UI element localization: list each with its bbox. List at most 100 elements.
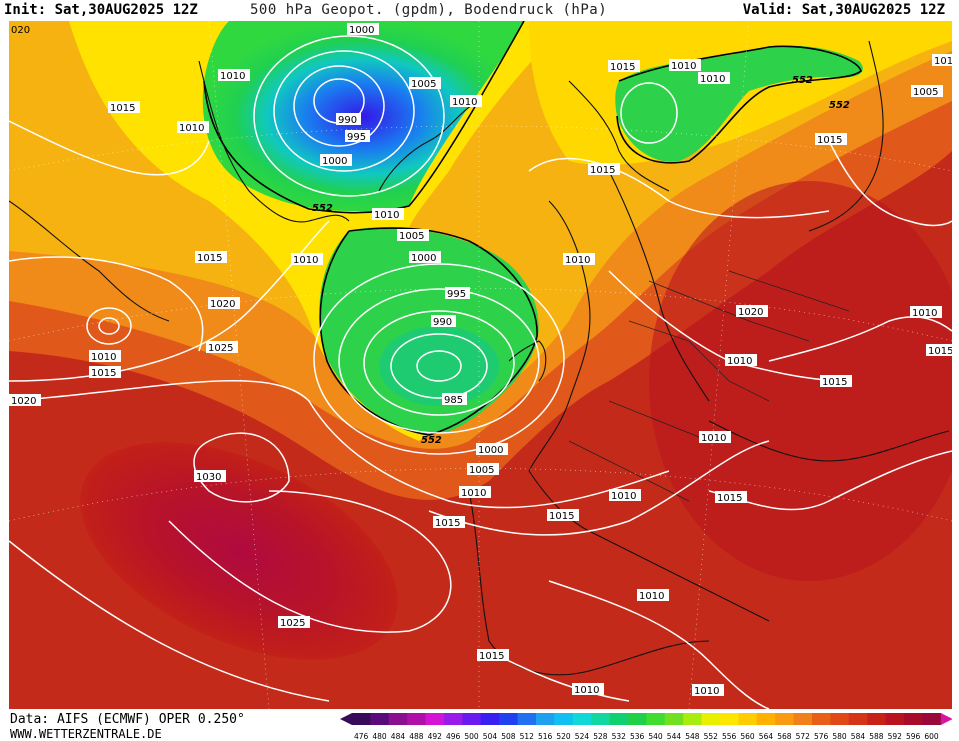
svg-text:1030: 1030 <box>196 472 221 483</box>
isobar-label: 1020 <box>208 297 240 310</box>
svg-text:1000: 1000 <box>411 253 436 264</box>
svg-text:990: 990 <box>338 115 357 126</box>
isobar-label: 1010 <box>459 486 491 499</box>
coastlines <box>9 40 950 676</box>
legend-swatch <box>720 713 739 725</box>
isobar-label: 1015 <box>588 163 620 176</box>
legend-value: 592 <box>888 732 903 741</box>
legend-value: 536 <box>630 732 645 741</box>
isobar-label: 1015 <box>820 375 852 388</box>
isobar-label: 1000 <box>476 443 508 456</box>
svg-text:1015: 1015 <box>91 368 116 379</box>
legend-value: 532 <box>612 732 627 741</box>
isobar-label: 1010 <box>291 253 323 266</box>
isobar-label: 1005 <box>911 85 943 98</box>
svg-text:1015: 1015 <box>822 377 847 388</box>
legend-swatch <box>646 713 666 725</box>
isobar-label: 1015 <box>815 133 847 146</box>
isobars <box>9 35 952 709</box>
isobar-label: 1015 <box>477 649 509 662</box>
legend-arrow-right <box>940 713 952 725</box>
svg-text:1000: 1000 <box>478 445 503 456</box>
legend-arrow-left <box>340 713 352 725</box>
svg-text:1010: 1010 <box>565 255 590 266</box>
legend-value: 576 <box>814 732 829 741</box>
svg-text:1015: 1015 <box>717 493 742 504</box>
isobar-label: 552 <box>792 75 813 86</box>
legend-value: 580 <box>832 732 847 741</box>
legend-swatch <box>683 713 703 725</box>
svg-text:1025: 1025 <box>208 343 233 354</box>
contour-552-northeast <box>616 45 862 164</box>
legend-value: 548 <box>685 732 700 741</box>
map-canvas: 1000101010051010990995100010151010552101… <box>9 21 952 709</box>
isobar-label: 1010 <box>609 489 641 502</box>
svg-text:1010: 1010 <box>934 56 952 67</box>
svg-text:1020: 1020 <box>210 299 235 310</box>
isobar-label: 1025 <box>206 341 238 354</box>
eastern-high-field <box>649 181 952 581</box>
legend-value: 512 <box>520 732 535 741</box>
valid-time: Valid: Sat,30AUG2025 12Z <box>742 2 945 18</box>
svg-text:1010: 1010 <box>452 97 477 108</box>
isobar-labels: 1000101010051010990995100010151010552101… <box>9 23 952 697</box>
legend-swatch <box>536 713 555 725</box>
svg-text:1015: 1015 <box>479 651 504 662</box>
isobar-label: 995 <box>345 130 370 143</box>
legend-value: 500 <box>464 732 479 741</box>
svg-text:1015: 1015 <box>590 165 615 176</box>
svg-text:1015: 1015 <box>435 518 460 529</box>
svg-text:1010: 1010 <box>461 488 486 499</box>
svg-text:552: 552 <box>421 435 442 446</box>
svg-text:985: 985 <box>444 395 463 406</box>
svg-text:1020: 1020 <box>738 307 763 318</box>
legend-swatch <box>572 713 592 725</box>
svg-text:1010: 1010 <box>694 686 719 697</box>
contour-552-north <box>203 21 525 214</box>
website-credit: WWW.WETTERZENTRALE.DE <box>10 727 162 741</box>
legend-swatch <box>885 713 905 725</box>
legend-swatch <box>793 713 813 725</box>
corner-label: 020 <box>11 25 30 36</box>
svg-text:1010: 1010 <box>727 356 752 367</box>
isobar-label: 1010 <box>698 72 730 85</box>
legend-value: 540 <box>648 732 663 741</box>
svg-text:1005: 1005 <box>399 231 424 242</box>
isobar-label: 1015 <box>89 366 121 379</box>
legend-swatch <box>480 713 500 725</box>
legend-value: 528 <box>593 732 608 741</box>
legend-value: 572 <box>796 732 811 741</box>
legend-swatch <box>848 713 868 725</box>
isobar-label: 1000 <box>347 23 379 36</box>
legend-swatch <box>499 713 519 725</box>
svg-text:1025: 1025 <box>280 618 305 629</box>
legend-value: 520 <box>556 732 571 741</box>
color-legend: 476 480 484 488 492 496 500 504 508 512 516 520 524 5… <box>340 713 952 741</box>
legend-value: 496 <box>446 732 461 741</box>
isobar-label: 1015 <box>195 251 227 264</box>
legend-value: 492 <box>428 732 443 741</box>
legend-swatch <box>922 713 942 725</box>
isobar-label: 1010 <box>910 306 942 319</box>
svg-text:1010: 1010 <box>374 210 399 221</box>
svg-text:1000: 1000 <box>322 156 347 167</box>
legend-swatch <box>812 713 831 725</box>
legend-value: 596 <box>906 732 921 741</box>
legend-swatch <box>425 713 445 725</box>
legend-swatch <box>517 713 537 725</box>
contour-552-atlantic <box>319 227 538 436</box>
svg-text:552: 552 <box>792 75 813 86</box>
legend-value: 556 <box>722 732 737 741</box>
legend-value: 568 <box>777 732 792 741</box>
svg-text:1005: 1005 <box>469 465 494 476</box>
legend-swatch <box>609 713 629 725</box>
svg-text:1010: 1010 <box>611 491 636 502</box>
legend-value: 524 <box>575 732 590 741</box>
isobar-label: 1000 <box>320 154 352 167</box>
weather-map[interactable]: 1000 1010 1005 1010 990 995 1000 1015 1010 552 101… <box>9 21 952 709</box>
subtropical-high-field <box>80 442 398 660</box>
svg-text:1015: 1015 <box>549 511 574 522</box>
footer: Data: AIFS (ECMWF) OPER 0.250° WWW.WETTE… <box>0 709 959 741</box>
isobar-label: 1015 <box>108 101 140 114</box>
isobar-label: 1010 <box>699 431 731 444</box>
